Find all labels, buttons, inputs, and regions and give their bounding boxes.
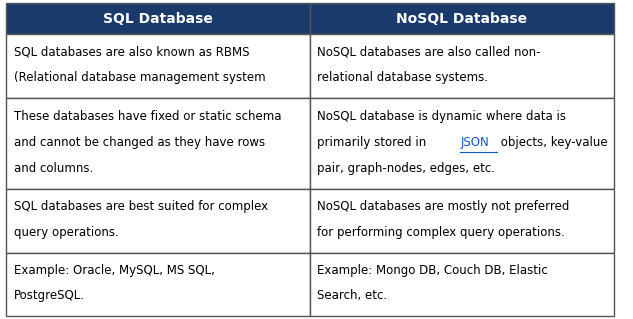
FancyBboxPatch shape — [310, 3, 614, 34]
Text: JSON: JSON — [460, 136, 489, 149]
Text: Example: Oracle, MySQL, MS SQL,: Example: Oracle, MySQL, MS SQL, — [14, 264, 215, 277]
Text: These databases have fixed or static schema: These databases have fixed or static sch… — [14, 109, 281, 122]
Text: PostgreSQL.: PostgreSQL. — [14, 289, 85, 302]
Text: Example: Mongo DB, Couch DB, Elastic: Example: Mongo DB, Couch DB, Elastic — [318, 264, 548, 277]
FancyBboxPatch shape — [6, 98, 310, 189]
Text: pair, graph-nodes, edges, etc.: pair, graph-nodes, edges, etc. — [318, 162, 496, 175]
Text: primarily stored in: primarily stored in — [318, 136, 430, 149]
Text: relational database systems.: relational database systems. — [318, 71, 489, 84]
Text: NoSQL Database: NoSQL Database — [396, 12, 527, 26]
FancyBboxPatch shape — [6, 189, 310, 253]
Text: (Relational database management system: (Relational database management system — [14, 71, 265, 84]
FancyBboxPatch shape — [6, 3, 310, 34]
FancyBboxPatch shape — [310, 253, 614, 316]
Text: SQL databases are also known as RBMS: SQL databases are also known as RBMS — [14, 46, 249, 59]
Text: objects, key-value: objects, key-value — [497, 136, 607, 149]
FancyBboxPatch shape — [310, 34, 614, 98]
Text: SQL Database: SQL Database — [103, 12, 213, 26]
Text: for performing complex query operations.: for performing complex query operations. — [318, 226, 565, 239]
Text: and cannot be changed as they have rows: and cannot be changed as they have rows — [14, 136, 265, 149]
Text: Search, etc.: Search, etc. — [318, 289, 387, 302]
Text: NoSQL databases are mostly not preferred: NoSQL databases are mostly not preferred — [318, 200, 570, 213]
FancyBboxPatch shape — [310, 189, 614, 253]
Text: and columns.: and columns. — [14, 162, 93, 175]
Text: NoSQL database is dynamic where data is: NoSQL database is dynamic where data is — [318, 109, 567, 122]
Text: SQL databases are best suited for complex: SQL databases are best suited for comple… — [14, 200, 268, 213]
Text: NoSQL databases are also called non-: NoSQL databases are also called non- — [318, 46, 541, 59]
FancyBboxPatch shape — [6, 253, 310, 316]
Text: query operations.: query operations. — [14, 226, 118, 239]
FancyBboxPatch shape — [6, 34, 310, 98]
FancyBboxPatch shape — [310, 98, 614, 189]
